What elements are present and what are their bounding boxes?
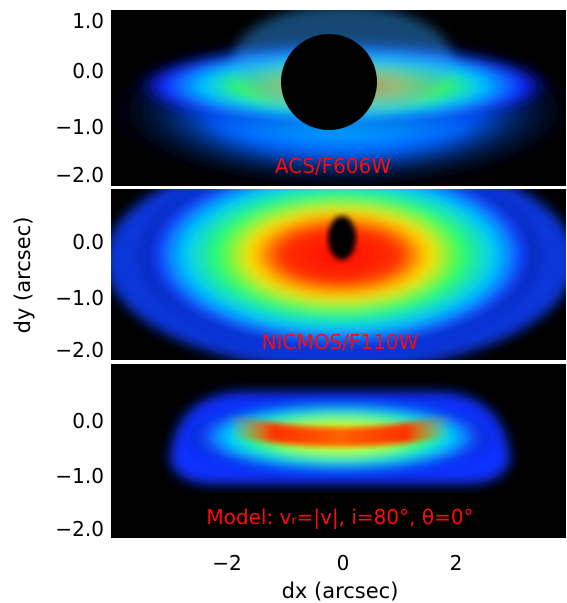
x-axis-title: dx (arcsec): [282, 579, 399, 603]
panel-label-nicmos: NICMOS/F110W: [262, 330, 419, 354]
y-tick-label: −1.0: [55, 286, 104, 310]
panel-nicmos-disk: [140, 189, 540, 350]
y-tick-label: −1.0: [55, 115, 104, 139]
panel-nicmos-core-spot: [328, 216, 356, 260]
y-tick-label: 1.0: [72, 9, 104, 33]
panel-acs-occulter: [281, 34, 377, 130]
y-axis-title: dy (arcsec): [11, 217, 35, 334]
panel-nicmos: [111, 189, 566, 360]
panel-label-model: Model: vᵣ=|v|, i=80°, θ=0°: [206, 505, 473, 529]
y-tick-label: 0.0: [72, 230, 104, 254]
y-tick-label: −2.0: [55, 338, 104, 362]
y-tick-label: −1.0: [55, 464, 104, 488]
y-tick-label: −2.0: [55, 517, 104, 541]
y-tick-label: 0.0: [72, 59, 104, 83]
panel-model-band: [228, 415, 452, 447]
panel-label-acs: ACS/F606W: [275, 154, 391, 178]
x-tick-label: 0: [337, 551, 350, 575]
panel-model: [111, 364, 566, 538]
y-tick-label: −2.0: [55, 163, 104, 187]
panel-acs: [111, 10, 566, 186]
x-tick-label: −2: [212, 551, 241, 575]
y-tick-label: 0.0: [72, 409, 104, 433]
x-tick-label: 2: [450, 551, 463, 575]
